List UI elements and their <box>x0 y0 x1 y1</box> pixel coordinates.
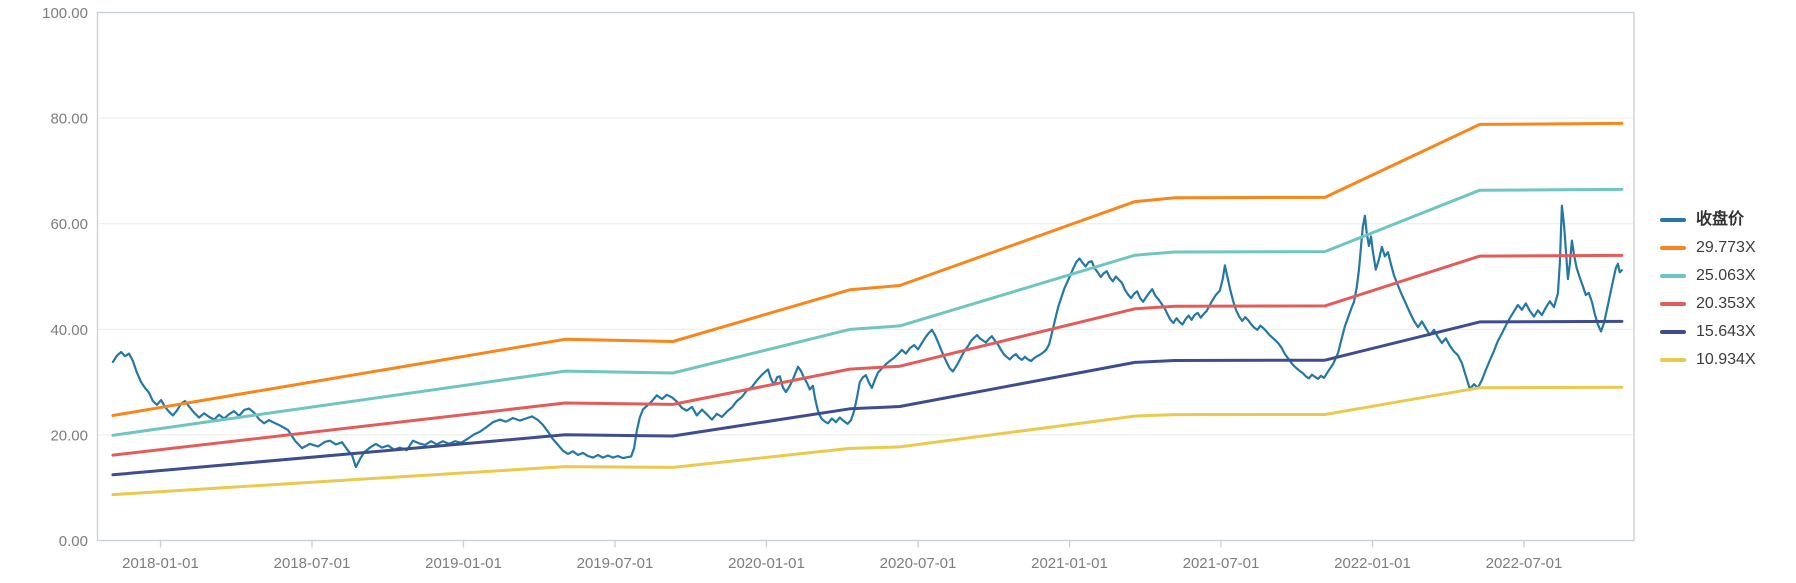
band-line-15.643x[interactable] <box>111 319 1624 477</box>
x-axis-label: 2018-01-01 <box>122 555 199 572</box>
legend-swatch-icon <box>1660 302 1686 306</box>
legend-swatch-icon <box>1660 274 1686 278</box>
legend-swatch-icon <box>1660 246 1686 250</box>
legend: 收盘价 29.773X 25.063X 20.353X 15.643X 10.934X <box>1660 206 1756 374</box>
grid-lines <box>97 117 1634 436</box>
x-axis-label: 2020-01-01 <box>728 555 805 572</box>
x-axis-label: 2022-01-01 <box>1334 555 1411 572</box>
y-axis-label: 40.00 <box>50 322 88 339</box>
legend-item-price[interactable]: 收盘价 <box>1660 206 1756 234</box>
y-axis-labels: 0.00 20.00 40.00 60.00 80.00 100.00 <box>42 5 88 550</box>
band-line-25.063x[interactable] <box>111 187 1624 437</box>
y-axis-label: 60.00 <box>50 216 88 233</box>
x-axis-label: 2021-01-01 <box>1031 555 1108 572</box>
x-axis-label: 2020-07-01 <box>880 555 957 572</box>
legend-item-10.934x[interactable]: 10.934X <box>1660 346 1756 374</box>
x-axis-labels: 2018-01-01 2018-07-01 2019-01-01 2019-07-01… <box>122 555 1562 572</box>
y-axis-label: 0.00 <box>59 533 88 550</box>
legend-swatch-icon <box>1660 218 1686 222</box>
x-axis-ticks <box>159 540 1525 548</box>
x-axis-label: 2018-07-01 <box>274 555 351 572</box>
price-line[interactable] <box>111 204 1624 469</box>
band-line-10.934x[interactable] <box>111 385 1624 497</box>
legend-swatch-icon <box>1660 330 1686 334</box>
legend-label: 15.643X <box>1696 323 1756 340</box>
x-axis-label: 2022-07-01 <box>1486 555 1563 572</box>
legend-swatch-icon <box>1660 358 1686 362</box>
y-axis-label: 20.00 <box>50 427 88 444</box>
legend-item-20.353x[interactable]: 20.353X <box>1660 290 1756 318</box>
legend-item-25.063x[interactable]: 25.063X <box>1660 262 1756 290</box>
legend-label: 10.934X <box>1696 351 1756 368</box>
legend-item-15.643x[interactable]: 15.643X <box>1660 318 1756 346</box>
legend-label: 25.063X <box>1696 267 1756 284</box>
band-line-20.353x[interactable] <box>111 253 1624 457</box>
x-axis-label: 2019-07-01 <box>577 555 654 572</box>
band-line-29.773x[interactable] <box>111 121 1624 417</box>
plot-border <box>96 11 1635 542</box>
x-axis-label: 2021-07-01 <box>1183 555 1260 572</box>
legend-label: 29.773X <box>1696 239 1756 256</box>
y-axis-label: 80.00 <box>50 111 88 128</box>
legend-label: 收盘价 <box>1696 211 1745 228</box>
legend-label: 20.353X <box>1696 295 1756 312</box>
y-axis-label: 100.00 <box>42 5 88 22</box>
legend-item-29.773x[interactable]: 29.773X <box>1660 234 1756 262</box>
x-axis-label: 2019-01-01 <box>425 555 502 572</box>
